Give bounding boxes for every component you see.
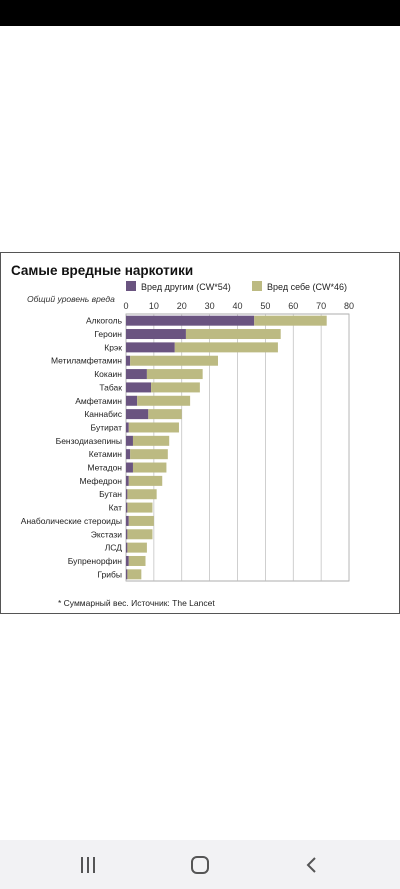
bar-segment xyxy=(151,382,200,393)
bar-segment xyxy=(126,542,128,553)
category-label: Метиламфетамин xyxy=(51,356,122,366)
bar-segment xyxy=(126,529,128,540)
bar-segment xyxy=(126,502,128,513)
category-label: Бутират xyxy=(91,422,123,432)
category-label: Крэк xyxy=(104,342,122,352)
legend-swatch xyxy=(252,281,262,291)
bar-segment xyxy=(127,542,147,553)
bar-segment xyxy=(130,449,168,460)
category-label: Амфетамин xyxy=(75,396,122,406)
bar-segment xyxy=(126,515,129,526)
category-label: Бутан xyxy=(99,489,122,499)
axis-label: Общий уровень вреда xyxy=(27,294,115,304)
category-label: Бензодиазепины xyxy=(56,436,122,446)
category-label: Экстази xyxy=(91,529,123,539)
category-label: Анаболические стероиды xyxy=(21,516,122,526)
bar-segment xyxy=(127,502,153,513)
chart-svg: 0 10 20 30 40 50 60 70 80 Общий уровень вреда Вред… xyxy=(21,281,354,608)
bar-segment xyxy=(146,369,203,380)
bar-segment xyxy=(128,515,154,526)
bar-segment xyxy=(132,435,170,446)
bar-segment xyxy=(127,489,157,500)
bar-segment xyxy=(126,569,128,580)
bar-segment xyxy=(126,329,186,340)
navigation-bar xyxy=(0,840,400,889)
bar-segment xyxy=(126,409,149,420)
bar-segment xyxy=(128,475,163,486)
category-label: Грибы xyxy=(97,569,122,579)
home-icon xyxy=(191,856,209,874)
bar-segment xyxy=(127,529,153,540)
bar-segment xyxy=(137,395,191,406)
bar-segment xyxy=(126,489,128,500)
bar-segment xyxy=(126,449,131,460)
bar-segment xyxy=(185,329,281,340)
x-tick-label: 10 xyxy=(149,301,159,311)
category-label: Каннабис xyxy=(84,409,122,419)
legend-label: Вред другим (CW*54) xyxy=(141,282,231,292)
bar-segment xyxy=(127,569,142,580)
bar-segment xyxy=(126,369,147,380)
chart-card: Самые вредные наркотики 0 10 20 30 40 50 60 70 8… xyxy=(0,252,400,614)
category-label: Табак xyxy=(99,382,122,392)
category-label: Кетамин xyxy=(89,449,123,459)
bar-segment xyxy=(132,462,167,473)
x-tick-label: 30 xyxy=(205,301,215,311)
legend-label: Вред себе (CW*46) xyxy=(267,282,347,292)
x-tick-label: 80 xyxy=(344,301,354,311)
status-bar xyxy=(0,0,400,26)
x-tick-label: 20 xyxy=(177,301,187,311)
back-button[interactable] xyxy=(292,850,332,880)
x-tick-label: 0 xyxy=(123,301,128,311)
recents-icon xyxy=(81,857,95,873)
bar-segment xyxy=(126,315,255,326)
recents-button[interactable] xyxy=(68,850,108,880)
legend-swatch xyxy=(126,281,136,291)
bar-segment xyxy=(126,395,138,406)
category-label: ЛСД xyxy=(105,543,123,553)
bar-segment xyxy=(126,355,131,366)
bar-segment xyxy=(128,555,146,566)
bar-segment xyxy=(254,315,327,326)
bar-segment xyxy=(126,475,129,486)
x-tick-label: 70 xyxy=(316,301,326,311)
footnote: * Суммарный вес. Источник: The Lancet xyxy=(58,598,215,608)
back-icon xyxy=(306,857,316,873)
category-label: Героин xyxy=(94,329,122,339)
bar-segment xyxy=(126,462,133,473)
bar-segment xyxy=(126,422,129,433)
x-tick-label: 40 xyxy=(232,301,242,311)
bar-segment xyxy=(126,555,129,566)
category-label: Мефедрон xyxy=(79,476,122,486)
bar-segment xyxy=(174,342,278,353)
bar-segment xyxy=(126,435,133,446)
home-button[interactable] xyxy=(180,850,220,880)
bar-segment xyxy=(126,342,175,353)
category-label: Метадон xyxy=(87,463,122,473)
category-label: Кокаин xyxy=(94,369,122,379)
category-label: Бупренорфин xyxy=(68,556,123,566)
x-tick-label: 60 xyxy=(288,301,298,311)
bar-segment xyxy=(126,382,152,393)
category-label: Алкоголь xyxy=(86,316,123,326)
bar-segment xyxy=(148,409,182,420)
chart-title: Самые вредные наркотики xyxy=(11,263,194,278)
bar-segment xyxy=(128,422,179,433)
bar-segment xyxy=(130,355,218,366)
x-tick-label: 50 xyxy=(260,301,270,311)
category-label: Кат xyxy=(109,503,122,513)
